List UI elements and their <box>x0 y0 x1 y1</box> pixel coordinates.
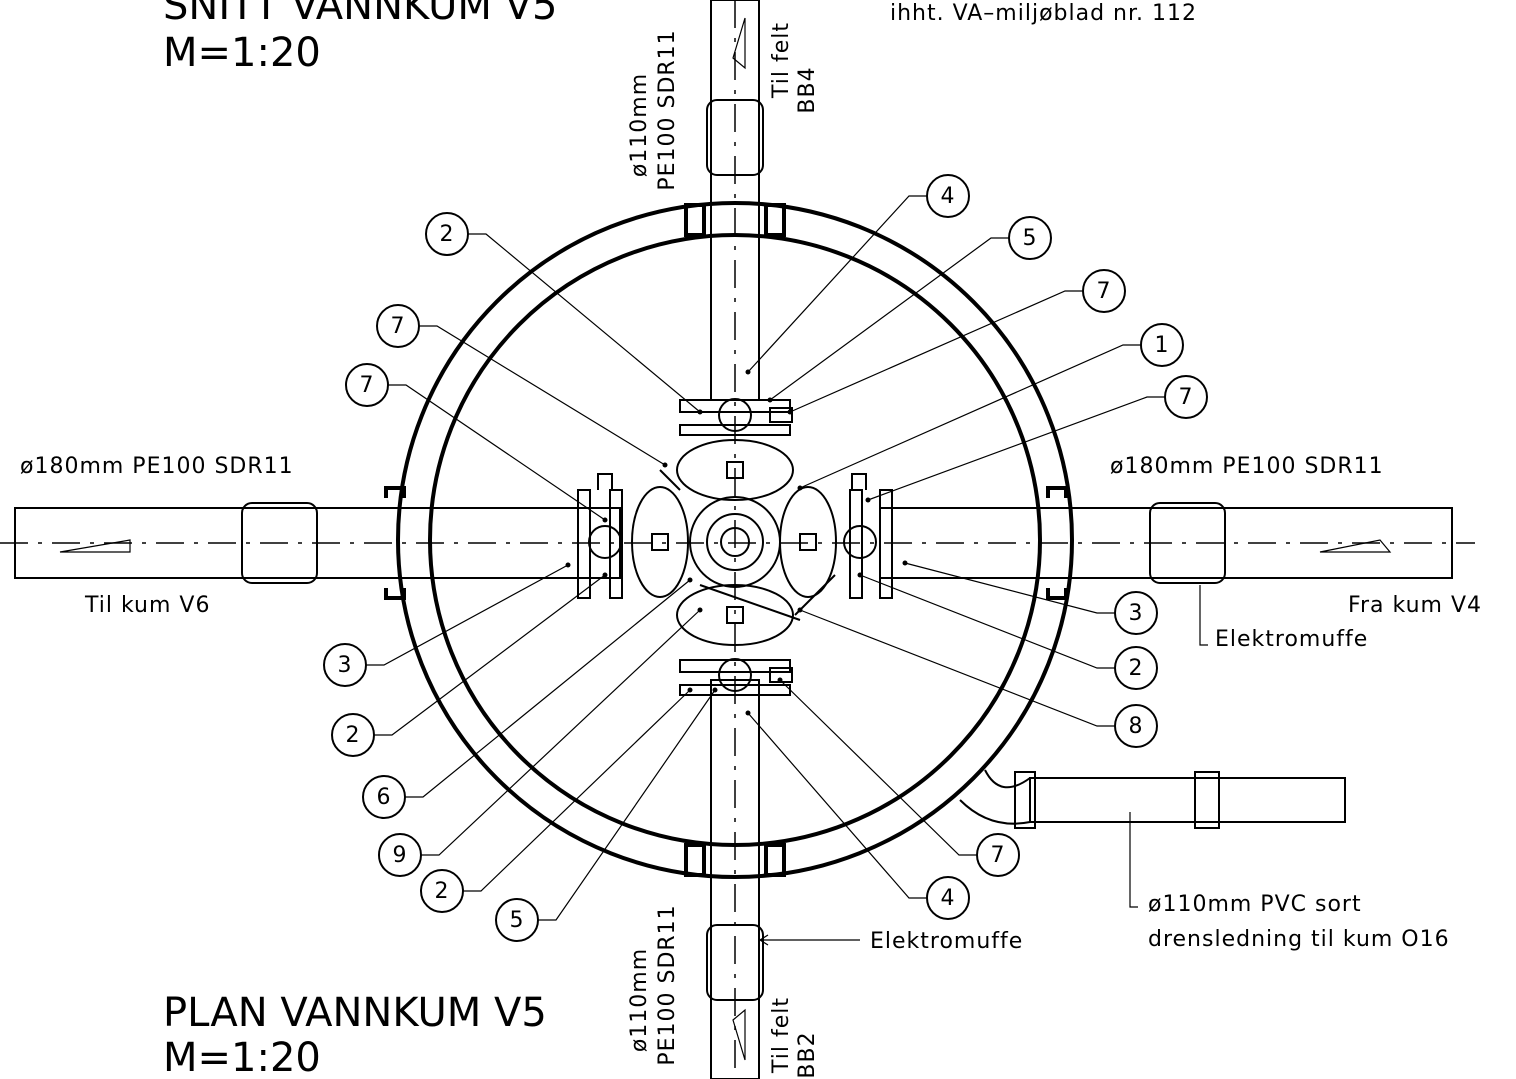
coupling-label: Elektromuffe <box>1215 627 1368 652</box>
callout-leader <box>419 326 665 465</box>
coupling-label: Elektromuffe <box>870 929 1023 954</box>
callout-label: 3 <box>338 653 353 678</box>
callout-label: 9 <box>393 843 408 868</box>
callout-dot <box>566 563 571 568</box>
pipe-field: BB4 <box>795 66 820 113</box>
section-title: SNITT VANNKUM V5 <box>163 0 557 29</box>
callout-label: 6 <box>377 785 392 810</box>
pipe-spec: ø180mm PE100 SDR11 <box>1110 454 1384 479</box>
callout-leader <box>538 690 715 920</box>
callout-dot <box>798 608 803 613</box>
callout-leader <box>800 345 1141 488</box>
callout-dot <box>768 398 773 403</box>
pipe-spec: PE100 SDR11 <box>655 904 680 1065</box>
wall-sleeve <box>386 205 1066 875</box>
drain-destination: drensledning til kum O16 <box>1148 927 1450 952</box>
section-scale: M=1:20 <box>163 30 321 76</box>
callout-label: 7 <box>991 843 1006 868</box>
callout-dot <box>903 561 908 566</box>
callout-leader <box>860 575 1115 668</box>
callout-label: 7 <box>1097 279 1112 304</box>
drain-spec: ø110mm PVC sort <box>1148 892 1362 917</box>
pipe-spec: ø180mm PE100 SDR11 <box>20 454 294 479</box>
pipe-field: BB2 <box>795 1031 820 1078</box>
pipe-destination: Til felt <box>769 22 794 99</box>
callout-label: 1 <box>1155 333 1170 358</box>
callout-leader <box>748 713 927 898</box>
callout-leader <box>780 680 977 855</box>
callout-dot <box>663 463 668 468</box>
callout-dot <box>713 688 718 693</box>
callout-dot <box>698 410 703 415</box>
callout-leader <box>366 565 568 665</box>
callout-dot <box>778 678 783 683</box>
callout-dot <box>603 573 608 578</box>
callout-dot <box>688 688 693 693</box>
callout-leader <box>463 690 690 891</box>
callout-leader <box>421 610 700 855</box>
callout-label: 4 <box>941 184 956 209</box>
callout-dot <box>866 498 871 503</box>
callout-dot <box>746 370 751 375</box>
callout-dot <box>698 608 703 613</box>
callout-dot <box>603 518 608 523</box>
callout-dot <box>858 573 863 578</box>
callout-label: 4 <box>941 886 956 911</box>
plan-scale: M=1:20 <box>163 1035 321 1079</box>
callout-label: 7 <box>1179 385 1194 410</box>
callout-leader <box>388 385 605 520</box>
callout-label: 2 <box>1129 656 1144 681</box>
callout-label: 2 <box>440 222 455 247</box>
pipe-destination: Fra kum V4 <box>1348 593 1482 618</box>
callout-label: 8 <box>1129 714 1144 739</box>
pipe-destination: Til felt <box>769 997 794 1074</box>
callout-dot <box>746 711 751 716</box>
plan-title: PLAN VANNKUM V5 <box>163 990 547 1036</box>
note: ihht. VA–miljøblad nr. 112 <box>890 1 1197 26</box>
callout-leader <box>405 580 690 797</box>
callout-dot <box>798 486 803 491</box>
callout-label: 7 <box>360 373 375 398</box>
callout-leader <box>800 610 1115 726</box>
callout-label: 5 <box>510 908 525 933</box>
drain-bend <box>960 770 1030 824</box>
callout-leader <box>468 234 700 412</box>
callout-dot <box>688 578 693 583</box>
callout-label: 3 <box>1129 601 1144 626</box>
drawing: SNITT VANNKUM V5 M=1:20 PLAN VANNKUM V5 … <box>0 0 1516 1079</box>
callout-leader <box>868 397 1165 500</box>
callout-label: 5 <box>1023 226 1038 251</box>
callout-leader <box>770 238 1009 400</box>
pipe-diameter: ø110mm <box>627 948 652 1052</box>
pipe-destination: Til kum V6 <box>84 593 210 618</box>
callout-dot <box>788 410 793 415</box>
callout-label: 2 <box>346 723 361 748</box>
pipe-spec: PE100 SDR11 <box>655 29 680 190</box>
drain-socket <box>1195 772 1219 828</box>
pipe-diameter: ø110mm <box>627 73 652 177</box>
callout-label: 2 <box>435 879 450 904</box>
callout-label: 7 <box>391 314 406 339</box>
pipe-drain <box>1030 778 1345 822</box>
callout-leader <box>374 575 605 735</box>
